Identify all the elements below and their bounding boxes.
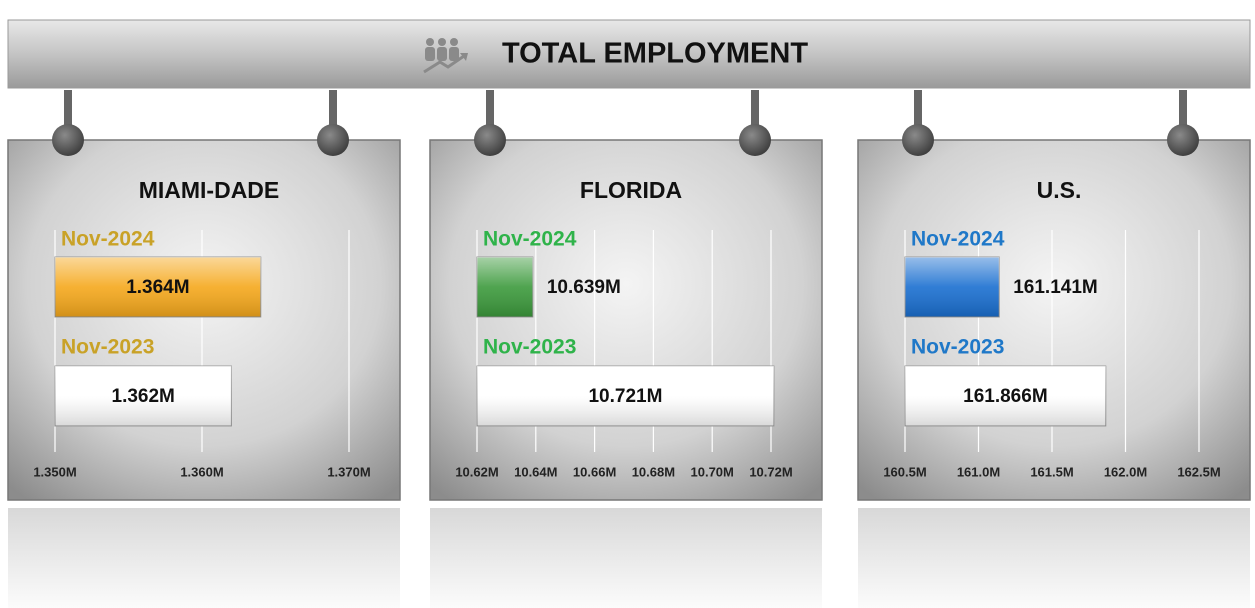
panel: MIAMI-DADE 1.350M 1.360M 1.370M Nov-2024 1.36… — [7, 90, 401, 608]
header-title: TOTAL EMPLOYMENT — [502, 38, 808, 70]
chart-title: FLORIDA — [580, 177, 682, 203]
chart-title: U.S. — [1037, 177, 1082, 203]
x-tick-label: 162.0M — [1104, 464, 1147, 479]
category-label: Nov-2024 — [483, 228, 577, 251]
x-tick-label: 10.68M — [632, 464, 675, 479]
panel-reflection — [858, 508, 1250, 608]
chart-title: MIAMI-DADE — [139, 177, 280, 203]
header-icon — [423, 38, 468, 74]
category-label: Nov-2023 — [483, 336, 576, 359]
x-tick-label: 10.62M — [455, 464, 498, 479]
category-label: Nov-2023 — [61, 336, 154, 359]
pin-stem — [1179, 90, 1187, 135]
value-label: 10.721M — [588, 386, 662, 407]
bar-shine — [55, 366, 232, 426]
panel-background — [857, 139, 1251, 501]
panel: U.S. 160.5M 161.0M 161.5M 162.0M 162.5M Nov-20… — [857, 90, 1251, 608]
bar-shine — [477, 257, 533, 317]
value-label: 161.866M — [963, 386, 1048, 407]
value-label: 1.364M — [126, 277, 189, 298]
pin — [474, 124, 506, 156]
panel-reflection — [430, 508, 822, 608]
header-bar — [7, 19, 1251, 89]
pin-stem — [914, 90, 922, 135]
x-tick-label: 1.350M — [33, 464, 76, 479]
panel-background — [7, 139, 401, 501]
pin-stem — [329, 90, 337, 135]
value-label: 1.362M — [112, 386, 175, 407]
panel-reflection — [8, 508, 400, 608]
bar-shine — [905, 366, 1106, 426]
pin — [902, 124, 934, 156]
pin — [1167, 124, 1199, 156]
x-tick-label: 1.370M — [327, 464, 370, 479]
pin — [52, 124, 84, 156]
pin — [317, 124, 349, 156]
x-tick-label: 10.70M — [691, 464, 734, 479]
panel-background — [429, 139, 823, 501]
pin-stem — [751, 90, 759, 135]
bar-shine — [55, 257, 261, 317]
category-label: Nov-2024 — [61, 228, 155, 251]
x-tick-label: 162.5M — [1177, 464, 1220, 479]
x-tick-label: 10.64M — [514, 464, 557, 479]
pin-stem — [64, 90, 72, 135]
pin — [739, 124, 771, 156]
x-tick-label: 1.360M — [180, 464, 223, 479]
bar-shine — [905, 257, 1000, 317]
category-label: Nov-2024 — [911, 228, 1005, 251]
value-label: 161.141M — [1013, 277, 1098, 298]
x-tick-label: 160.5M — [883, 464, 926, 479]
category-label: Nov-2023 — [911, 336, 1004, 359]
x-tick-label: 10.72M — [749, 464, 792, 479]
x-tick-label: 161.0M — [957, 464, 1000, 479]
bar-shine — [477, 366, 774, 426]
pin-stem — [486, 90, 494, 135]
value-label: 10.639M — [547, 277, 621, 298]
panel: FLORIDA 10.62M 10.64M 10.66M 10.68M 10.70M 10.… — [429, 90, 823, 608]
x-tick-label: 161.5M — [1030, 464, 1073, 479]
x-tick-label: 10.66M — [573, 464, 616, 479]
